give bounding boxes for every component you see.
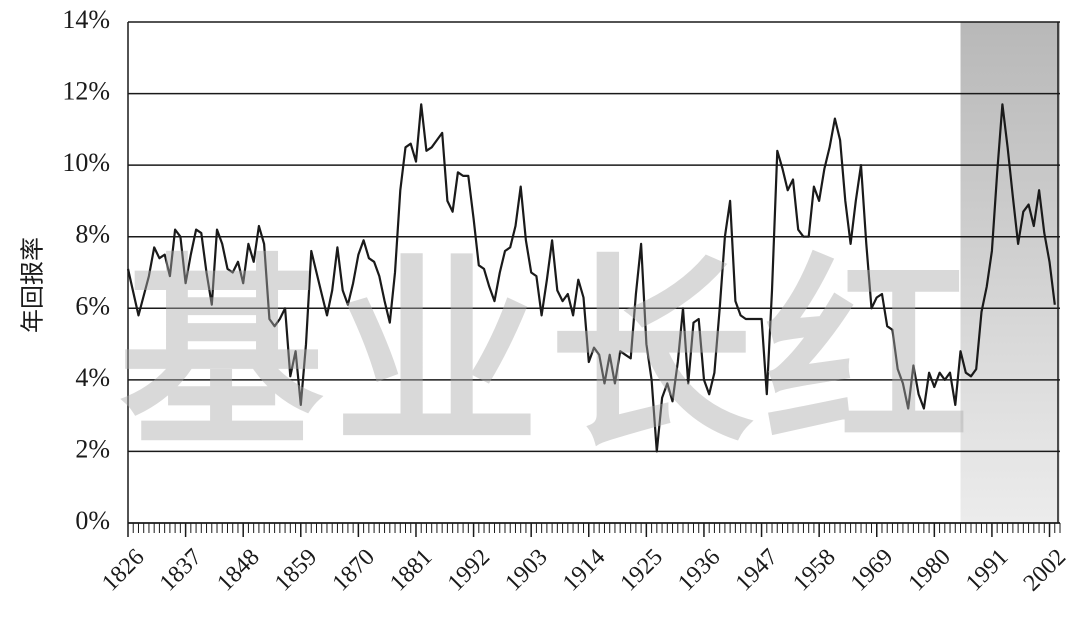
x-tick-label: 1958: [788, 544, 840, 596]
x-tick-label: 1848: [212, 544, 264, 596]
x-tick-label: 1947: [731, 544, 783, 596]
x-tick-label: 1837: [155, 544, 207, 596]
y-tick-label: 2%: [75, 434, 110, 463]
y-tick-label: 10%: [62, 148, 110, 177]
y-tick-label: 4%: [75, 363, 110, 392]
x-tick-label: 1881: [385, 544, 437, 596]
x-tick-label: 1870: [328, 544, 380, 596]
y-tick-label: 14%: [62, 5, 110, 34]
y-tick-label: 0%: [75, 506, 110, 535]
shaded-region: [960, 22, 1060, 523]
y-tick-label: 6%: [75, 291, 110, 320]
x-tick-label: 1969: [846, 544, 898, 596]
x-tick-label: 1903: [500, 544, 552, 596]
minor-ticks: [127, 523, 1061, 533]
line-series: [126, 103, 1056, 453]
x-tick-label: 1992: [443, 544, 495, 596]
watermark: 基业长红: [119, 237, 979, 475]
x-tick-label: 1936: [673, 544, 725, 596]
x-tick-label: 1826: [97, 544, 149, 596]
x-tick-label: 2002: [1019, 544, 1071, 596]
x-tick-label: 1914: [558, 544, 610, 596]
x-tick-label: 1980: [904, 544, 956, 596]
x-tick-label: 1925: [616, 544, 668, 596]
y-tick-label: 12%: [62, 77, 110, 106]
x-tick-label: 1859: [270, 544, 322, 596]
y-axis-label: 年回报率: [20, 237, 47, 333]
x-tick-label: 1991: [961, 544, 1013, 596]
y-tick-label: 8%: [75, 220, 110, 249]
